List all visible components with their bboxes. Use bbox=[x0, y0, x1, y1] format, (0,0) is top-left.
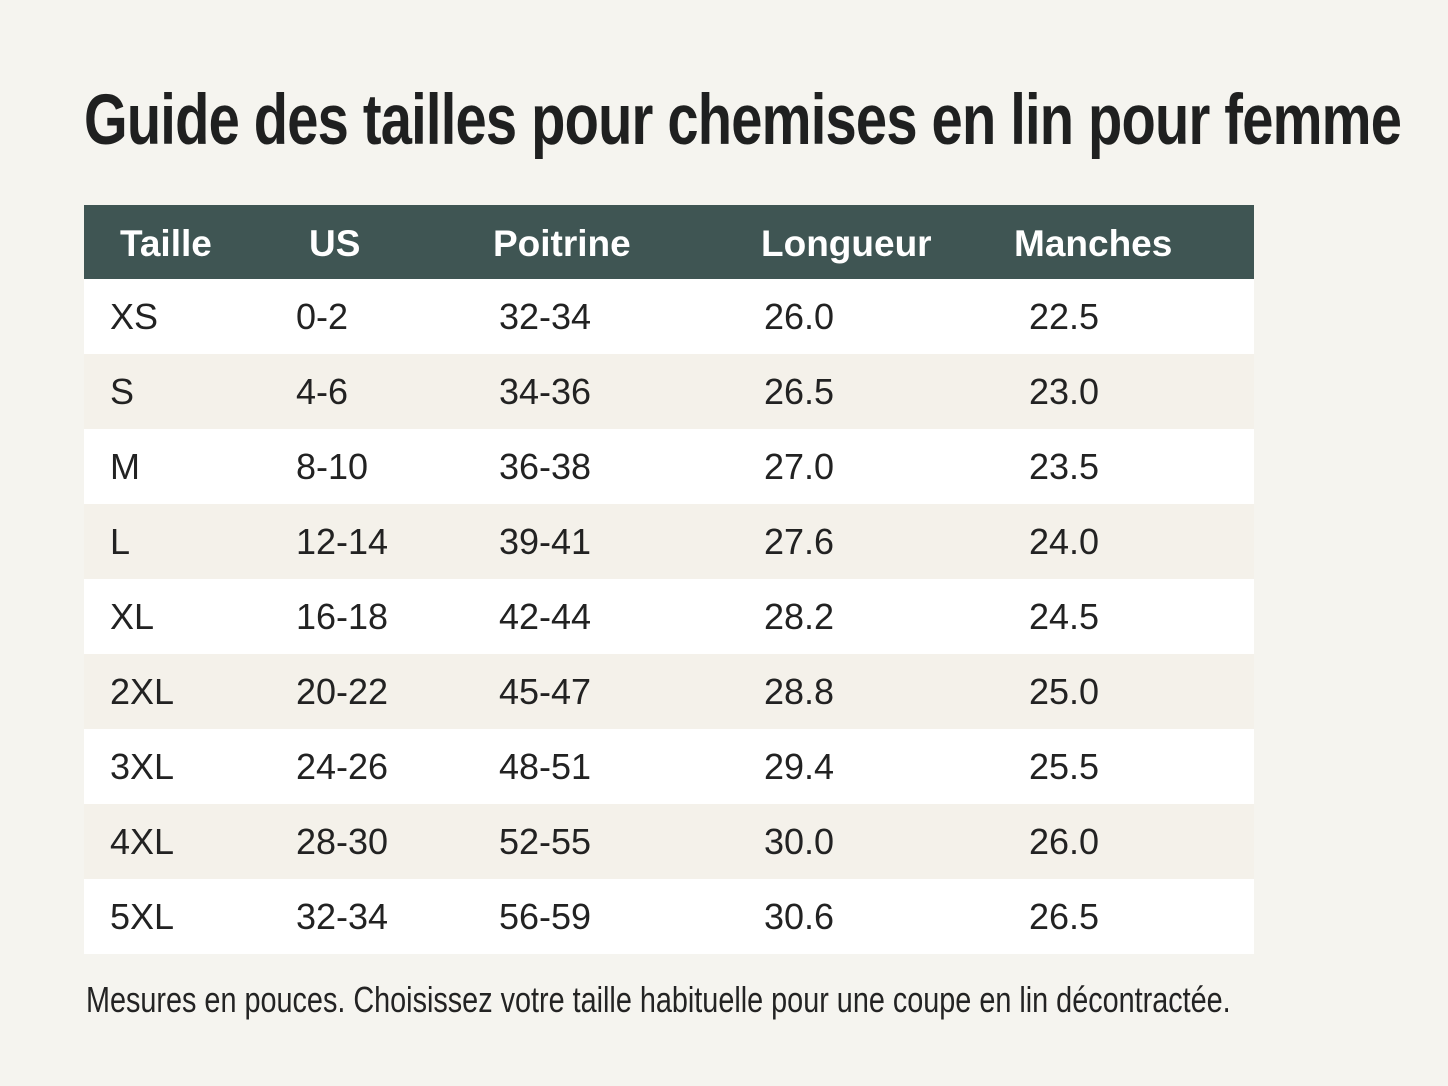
header-poitrine: Poitrine bbox=[493, 223, 631, 264]
cell-us: 12-14 bbox=[296, 520, 389, 562]
cell-longueur: 28.2 bbox=[764, 595, 835, 637]
cell-us: 16-18 bbox=[296, 595, 389, 637]
cell-longueur: 30.0 bbox=[764, 820, 835, 862]
header-taille: Taille bbox=[120, 223, 212, 264]
cell-us: 24-26 bbox=[296, 745, 389, 787]
table-header-row: Taille US Poitrine Longueur Manches bbox=[84, 205, 1254, 279]
cell-manches: 26.0 bbox=[1029, 820, 1100, 862]
cell-taille: 4XL bbox=[110, 820, 175, 862]
cell-taille: XS bbox=[110, 295, 159, 337]
cell-taille: 2XL bbox=[110, 670, 175, 712]
cell-manches: 23.5 bbox=[1029, 445, 1100, 487]
cell-longueur: 27.6 bbox=[764, 520, 835, 562]
header-us: US bbox=[309, 223, 361, 264]
cell-longueur: 28.8 bbox=[764, 670, 835, 712]
cell-us: 28-30 bbox=[296, 820, 389, 862]
cell-taille: M bbox=[110, 445, 140, 487]
cell-longueur: 29.4 bbox=[764, 745, 835, 787]
cell-poitrine: 39-41 bbox=[499, 520, 592, 562]
cell-us: 4-6 bbox=[296, 370, 349, 412]
cell-manches: 25.0 bbox=[1029, 670, 1100, 712]
table-header: Taille US Poitrine Longueur Manches bbox=[84, 205, 1254, 279]
cell-us: 8-10 bbox=[296, 445, 369, 487]
cell-poitrine: 42-44 bbox=[499, 595, 592, 637]
cell-taille: XL bbox=[110, 595, 155, 637]
footnote: Mesures en pouces. Choisissez votre tail… bbox=[86, 979, 1231, 1020]
cell-longueur: 26.0 bbox=[764, 295, 835, 337]
table-row: 5XL 32-34 56-59 30.6 26.5 bbox=[84, 879, 1254, 954]
cell-poitrine: 32-34 bbox=[499, 295, 592, 337]
table-row: 3XL 24-26 48-51 29.4 25.5 bbox=[84, 729, 1254, 804]
header-longueur: Longueur bbox=[761, 223, 932, 264]
cell-manches: 24.0 bbox=[1029, 520, 1100, 562]
cell-longueur: 27.0 bbox=[764, 445, 835, 487]
size-chart-table: Taille US Poitrine Longueur Manches XS 0… bbox=[84, 205, 1254, 954]
cell-manches: 24.5 bbox=[1029, 595, 1100, 637]
cell-longueur: 30.6 bbox=[764, 895, 835, 937]
cell-us: 20-22 bbox=[296, 670, 389, 712]
cell-poitrine: 34-36 bbox=[499, 370, 592, 412]
cell-manches: 23.0 bbox=[1029, 370, 1100, 412]
table-row: 4XL 28-30 52-55 30.0 26.0 bbox=[84, 804, 1254, 879]
header-manches: Manches bbox=[1014, 223, 1173, 264]
cell-manches: 22.5 bbox=[1029, 295, 1100, 337]
cell-taille: 5XL bbox=[110, 895, 175, 937]
table-row: XS 0-2 32-34 26.0 22.5 bbox=[84, 279, 1254, 354]
cell-poitrine: 52-55 bbox=[499, 820, 592, 862]
table-row: L 12-14 39-41 27.6 24.0 bbox=[84, 504, 1254, 579]
page-title: Guide des tailles pour chemises en lin p… bbox=[84, 81, 1402, 160]
cell-poitrine: 45-47 bbox=[499, 670, 592, 712]
cell-taille: S bbox=[110, 370, 135, 412]
cell-longueur: 26.5 bbox=[764, 370, 835, 412]
cell-manches: 25.5 bbox=[1029, 745, 1100, 787]
cell-taille: L bbox=[110, 520, 131, 562]
cell-us: 32-34 bbox=[296, 895, 389, 937]
cell-poitrine: 48-51 bbox=[499, 745, 592, 787]
table-body: XS 0-2 32-34 26.0 22.5 S 4-6 34-36 26.5 … bbox=[84, 279, 1254, 954]
cell-poitrine: 36-38 bbox=[499, 445, 592, 487]
cell-poitrine: 56-59 bbox=[499, 895, 592, 937]
cell-taille: 3XL bbox=[110, 745, 175, 787]
table-row: 2XL 20-22 45-47 28.8 25.0 bbox=[84, 654, 1254, 729]
cell-manches: 26.5 bbox=[1029, 895, 1100, 937]
table-row: S 4-6 34-36 26.5 23.0 bbox=[84, 354, 1254, 429]
table-row: M 8-10 36-38 27.0 23.5 bbox=[84, 429, 1254, 504]
cell-us: 0-2 bbox=[296, 295, 349, 337]
table-row: XL 16-18 42-44 28.2 24.5 bbox=[84, 579, 1254, 654]
